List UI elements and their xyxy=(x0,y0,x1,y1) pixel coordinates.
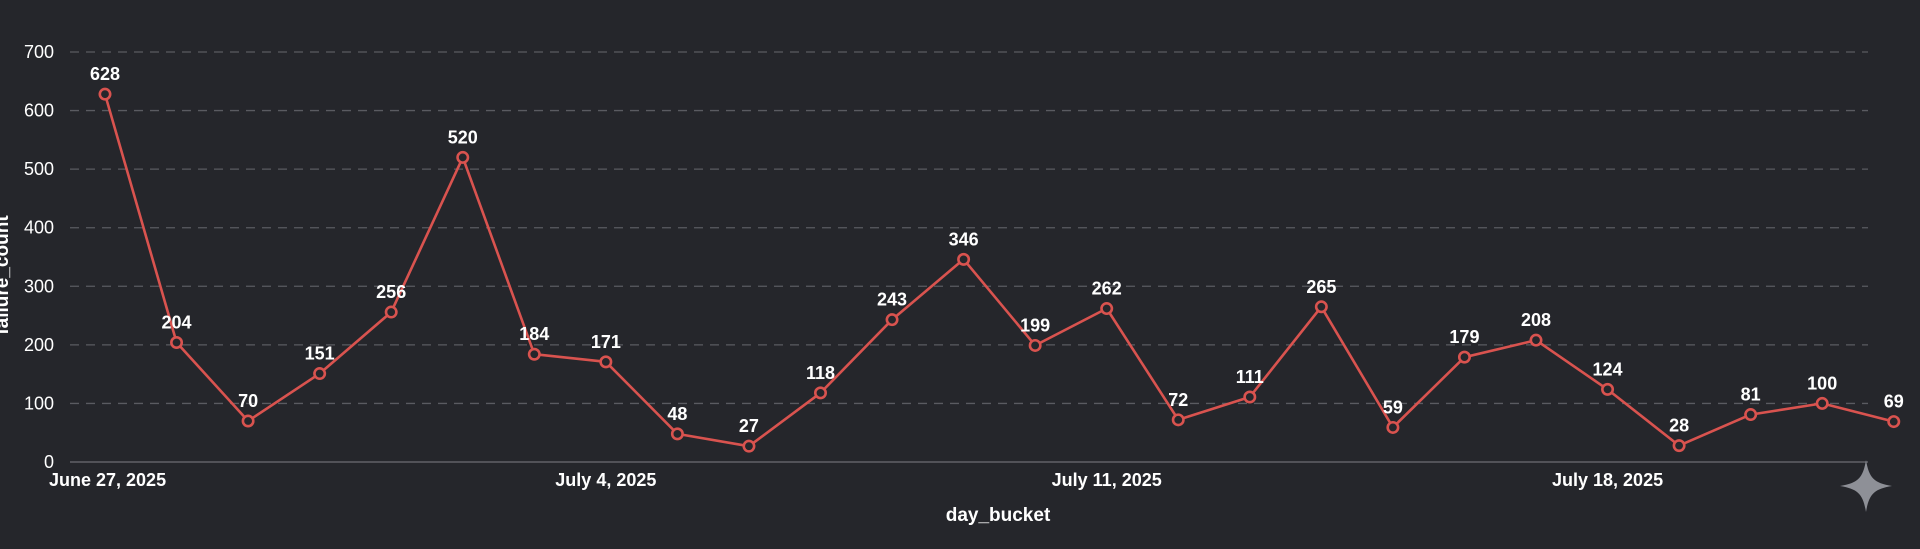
y-tick-label: 200 xyxy=(24,335,54,355)
data-point xyxy=(957,252,971,266)
data-point xyxy=(313,367,327,381)
data-label: 100 xyxy=(1807,373,1837,393)
data-point xyxy=(170,336,184,350)
data-label: 124 xyxy=(1593,359,1623,379)
data-point xyxy=(1243,390,1257,404)
data-label: 151 xyxy=(305,344,335,364)
y-tick-label: 0 xyxy=(44,452,54,472)
data-point xyxy=(1887,415,1901,429)
data-label: 204 xyxy=(162,313,192,333)
y-tick-label: 400 xyxy=(24,218,54,238)
data-label: 346 xyxy=(949,229,979,249)
data-label: 265 xyxy=(1306,277,1336,297)
data-point xyxy=(1601,382,1615,396)
data-label: 184 xyxy=(519,324,549,344)
data-point xyxy=(527,347,541,361)
data-label: 27 xyxy=(739,416,759,436)
data-point xyxy=(1314,300,1328,314)
data-point xyxy=(885,313,899,327)
data-point xyxy=(241,414,255,428)
data-point xyxy=(1744,408,1758,422)
data-point xyxy=(670,427,684,441)
data-point xyxy=(98,87,112,101)
data-point xyxy=(1100,302,1114,316)
data-label: 179 xyxy=(1449,327,1479,347)
data-label: 72 xyxy=(1168,390,1188,410)
data-point xyxy=(1171,413,1185,427)
data-label: 262 xyxy=(1092,279,1122,299)
data-label: 81 xyxy=(1741,385,1761,405)
series-line xyxy=(103,93,1895,448)
x-tick-label: June 27, 2025 xyxy=(49,470,166,490)
y-tick-label: 500 xyxy=(24,159,54,179)
data-label: 199 xyxy=(1020,315,1050,335)
data-label: 208 xyxy=(1521,310,1551,330)
data-label: 520 xyxy=(448,127,478,147)
y-tick-label: 300 xyxy=(24,276,54,296)
data-point xyxy=(599,355,613,369)
data-label: 171 xyxy=(591,332,621,352)
data-label-layer: 628 204 70 151 256 520 184 171 48 27 118 243 346 199 2… xyxy=(90,64,1904,436)
data-label: 59 xyxy=(1383,397,1403,417)
y-tick-label: 600 xyxy=(24,101,54,121)
data-point xyxy=(456,150,470,164)
data-point xyxy=(1672,439,1686,453)
data-point xyxy=(1457,350,1471,364)
data-point xyxy=(813,386,827,400)
data-label: 111 xyxy=(1236,367,1264,387)
data-point xyxy=(1028,338,1042,352)
data-label: 628 xyxy=(90,64,120,84)
x-axis-ticks: June 27, 2025 July 4, 2025 July 11, 2025 Ju… xyxy=(49,470,1663,490)
data-point xyxy=(742,439,756,453)
data-point xyxy=(1529,333,1543,347)
x-axis-title: day_bucket xyxy=(946,505,1051,526)
series-layer xyxy=(98,87,1901,453)
x-tick-label: July 4, 2025 xyxy=(555,470,656,490)
data-label: 48 xyxy=(667,404,687,424)
data-label: 243 xyxy=(877,290,907,310)
data-label: 69 xyxy=(1884,392,1904,412)
sparkle-icon-shape xyxy=(1840,460,1892,512)
y-tick-label: 100 xyxy=(24,393,54,413)
data-point xyxy=(1815,396,1829,410)
sparkle-icon xyxy=(1840,460,1892,512)
y-axis-ticks: 0 100 200 300 400 500 600 700 xyxy=(24,42,54,472)
data-label: 256 xyxy=(376,282,406,302)
data-label: 118 xyxy=(806,363,835,383)
x-tick-label: July 18, 2025 xyxy=(1552,470,1663,490)
y-tick-label: 700 xyxy=(24,42,54,62)
data-label: 70 xyxy=(238,391,258,411)
data-point xyxy=(1386,420,1400,434)
x-tick-label: July 11, 2025 xyxy=(1052,470,1162,490)
y-axis-title: failure_count xyxy=(0,215,13,335)
data-label: 28 xyxy=(1669,416,1689,436)
data-point xyxy=(384,305,398,319)
grid-layer xyxy=(70,51,1868,463)
